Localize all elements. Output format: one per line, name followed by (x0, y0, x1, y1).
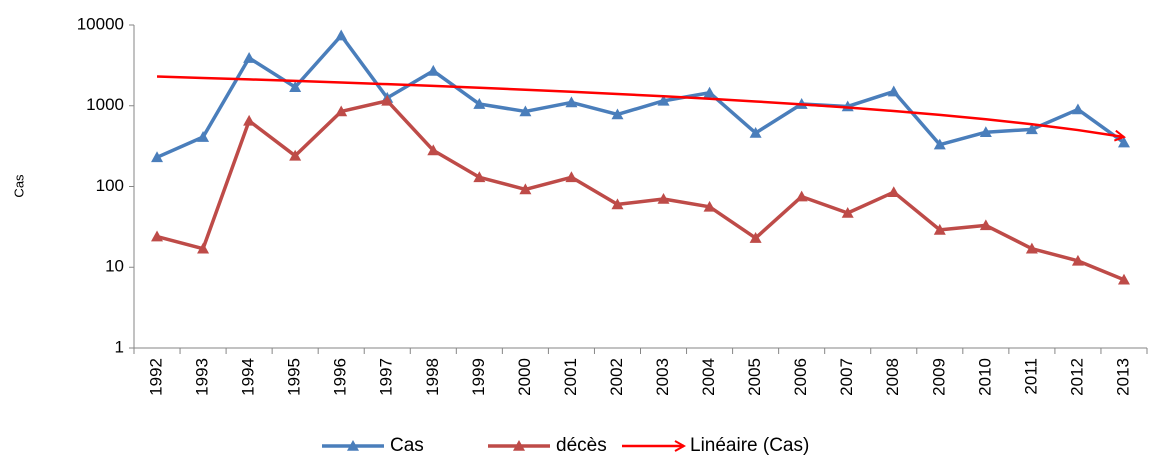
x-tick-label: 1995 (285, 358, 304, 396)
x-tick-label: 2007 (837, 358, 856, 396)
legend-marker (347, 440, 359, 451)
legend-marker (513, 440, 525, 451)
point (979, 126, 992, 138)
point (243, 52, 256, 63)
point (565, 96, 578, 108)
point (611, 108, 624, 120)
point (611, 198, 624, 210)
x-tick-label: 1992 (147, 358, 166, 396)
point (933, 223, 946, 235)
y-tick-label: 10000 (77, 14, 124, 33)
series-line (156, 33, 1126, 159)
point (749, 232, 762, 243)
x-tick-label: 2011 (1021, 358, 1040, 395)
point (703, 200, 716, 212)
point (243, 114, 256, 126)
legend-item: Cas (322, 435, 424, 456)
point (519, 183, 532, 195)
point (151, 230, 164, 242)
series-line (156, 75, 1124, 137)
legend-label: Linéaire (Cas) (690, 435, 809, 456)
point (703, 86, 716, 98)
point (565, 171, 578, 183)
point (795, 190, 808, 202)
point (427, 64, 440, 76)
x-tick-label: 2001 (561, 358, 580, 396)
point (381, 94, 394, 106)
point (887, 186, 900, 197)
point (151, 151, 164, 163)
x-tick-label: 2009 (929, 358, 948, 396)
point (1117, 136, 1130, 148)
x-tick-label: 1997 (377, 358, 396, 396)
point (1117, 273, 1130, 285)
x-tick-label: 2003 (653, 358, 672, 396)
point (841, 206, 854, 218)
point (289, 81, 302, 92)
x-tick-label: 2002 (607, 358, 626, 396)
point (473, 98, 486, 109)
point (887, 85, 900, 97)
point (1071, 254, 1084, 266)
x-tick-label: 1993 (193, 358, 212, 396)
legend-label: Cas (390, 435, 424, 456)
point (1025, 242, 1038, 254)
point (427, 144, 440, 156)
point (979, 219, 992, 231)
x-tick-label: 2008 (883, 358, 902, 396)
point (197, 131, 210, 142)
point (657, 193, 670, 204)
point (473, 171, 486, 183)
point (335, 105, 348, 117)
point (197, 242, 210, 254)
point (749, 126, 762, 138)
x-tick-label: 2006 (791, 358, 810, 396)
y-tick-label: 1 (115, 337, 124, 356)
series-line (156, 99, 1125, 282)
x-tick-label: 2004 (699, 358, 718, 396)
legend-label: décès (556, 435, 607, 456)
point (1071, 103, 1084, 115)
x-tick-label: 1998 (423, 358, 442, 396)
y-tick-label: 100 (96, 176, 124, 195)
x-tick-label: 2012 (1067, 358, 1086, 396)
legend-item: décès (488, 435, 607, 456)
point (1025, 123, 1038, 135)
x-tick-label: 1994 (239, 358, 258, 396)
point (519, 105, 532, 117)
y-tick-label: 1000 (86, 95, 124, 114)
legend-item: Linéaire (Cas) (622, 435, 809, 456)
x-tick-label: 2010 (975, 358, 994, 396)
x-tick-label: 1999 (469, 358, 488, 396)
x-tick-label: 2000 (515, 358, 534, 396)
point (289, 149, 302, 161)
x-tick-label: 2013 (1113, 358, 1132, 396)
point (933, 138, 946, 150)
y-axis-label: Cas (11, 174, 26, 198)
x-tick-label: 2005 (745, 358, 764, 396)
y-tick-label: 10 (105, 257, 124, 276)
point (335, 29, 348, 41)
x-tick-label: 1996 (331, 358, 350, 396)
point (657, 94, 670, 106)
